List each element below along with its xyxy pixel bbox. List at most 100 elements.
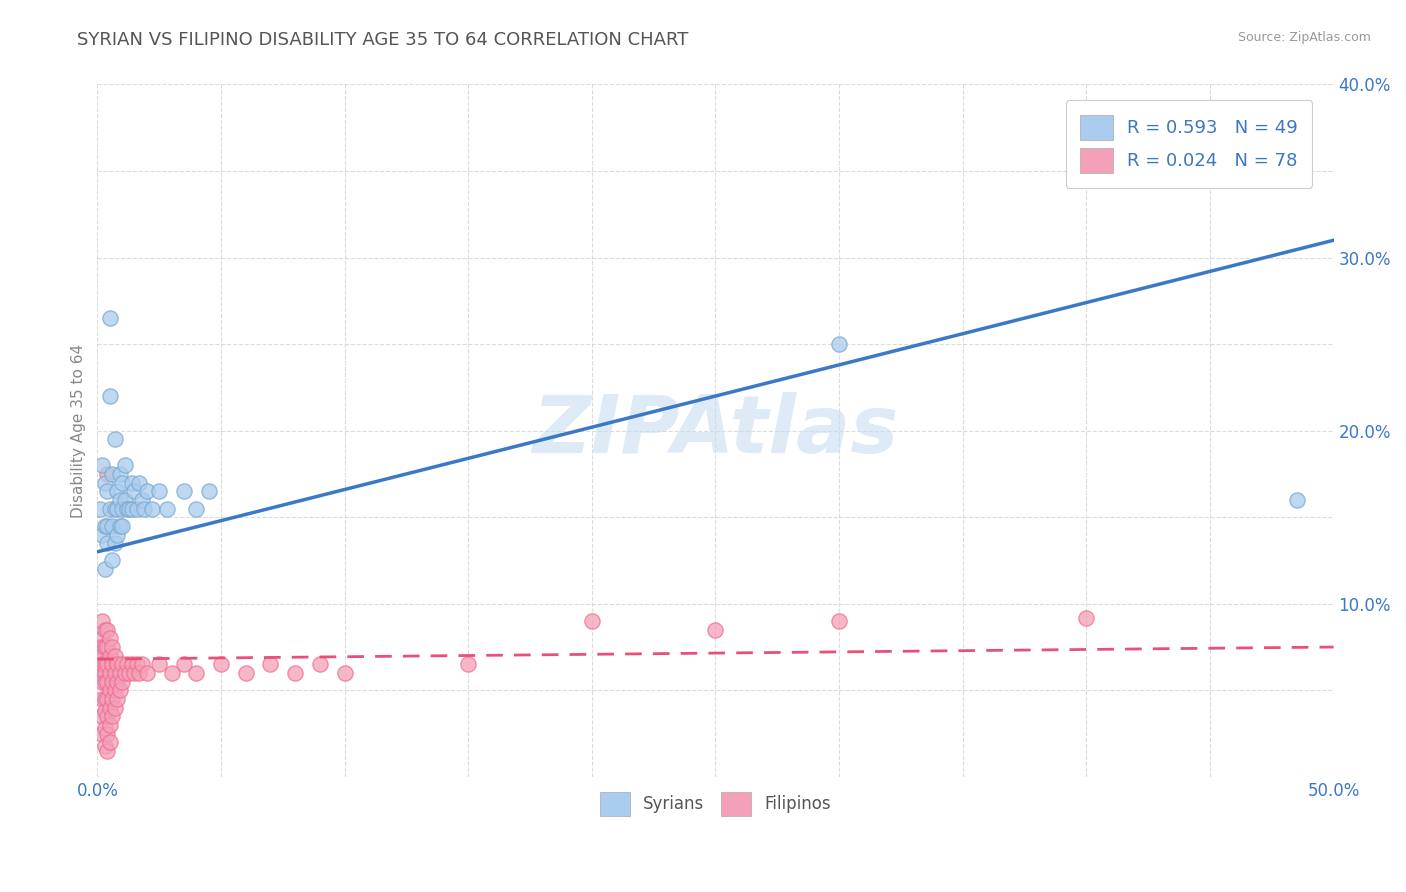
Point — [101, 519, 124, 533]
Point — [91, 527, 114, 541]
Point — [96, 519, 118, 533]
Point — [284, 665, 307, 680]
Point — [259, 657, 281, 672]
Point — [98, 735, 121, 749]
Point — [98, 700, 121, 714]
Point — [105, 692, 128, 706]
Point — [828, 337, 851, 351]
Point — [94, 692, 117, 706]
Point — [309, 657, 332, 672]
Text: Source: ZipAtlas.com: Source: ZipAtlas.com — [1237, 31, 1371, 45]
Point — [96, 657, 118, 672]
Point — [1076, 610, 1098, 624]
Point — [131, 492, 153, 507]
Point — [94, 674, 117, 689]
Point — [173, 657, 195, 672]
Point — [141, 501, 163, 516]
Point — [91, 632, 114, 646]
Point — [121, 501, 143, 516]
Point — [89, 657, 111, 672]
Point — [96, 709, 118, 723]
Point — [96, 726, 118, 740]
Point — [98, 632, 121, 646]
Point — [105, 657, 128, 672]
Point — [108, 683, 131, 698]
Point — [704, 623, 727, 637]
Point — [96, 674, 118, 689]
Point — [108, 519, 131, 533]
Point — [91, 458, 114, 473]
Point — [160, 665, 183, 680]
Point — [94, 623, 117, 637]
Point — [111, 501, 134, 516]
Point — [91, 692, 114, 706]
Point — [94, 704, 117, 718]
Point — [96, 640, 118, 654]
Point — [457, 657, 479, 672]
Point — [104, 700, 127, 714]
Point — [115, 657, 138, 672]
Point — [111, 519, 134, 533]
Point — [118, 665, 141, 680]
Point — [111, 475, 134, 490]
Point — [101, 657, 124, 672]
Point — [125, 657, 148, 672]
Point — [96, 692, 118, 706]
Point — [96, 467, 118, 481]
Point — [101, 709, 124, 723]
Point — [111, 674, 134, 689]
Point — [134, 501, 156, 516]
Point — [104, 501, 127, 516]
Point — [581, 614, 603, 628]
Point — [89, 501, 111, 516]
Point — [148, 484, 170, 499]
Point — [114, 665, 136, 680]
Point — [89, 665, 111, 680]
Point — [91, 657, 114, 672]
Point — [828, 614, 851, 628]
Legend: Syrians, Filipinos: Syrians, Filipinos — [592, 784, 839, 824]
Point — [94, 739, 117, 753]
Point — [98, 683, 121, 698]
Point — [94, 475, 117, 490]
Point — [124, 484, 146, 499]
Point — [98, 389, 121, 403]
Point — [94, 562, 117, 576]
Point — [209, 657, 232, 672]
Point — [148, 657, 170, 672]
Point — [125, 501, 148, 516]
Point — [98, 648, 121, 663]
Point — [128, 475, 150, 490]
Point — [118, 501, 141, 516]
Y-axis label: Disability Age 35 to 64: Disability Age 35 to 64 — [72, 343, 86, 517]
Point — [108, 467, 131, 481]
Point — [96, 744, 118, 758]
Point — [1285, 492, 1308, 507]
Point — [128, 665, 150, 680]
Point — [89, 640, 111, 654]
Point — [121, 475, 143, 490]
Point — [98, 501, 121, 516]
Point — [105, 674, 128, 689]
Point — [108, 665, 131, 680]
Point — [104, 432, 127, 446]
Point — [111, 657, 134, 672]
Point — [186, 665, 208, 680]
Point — [104, 683, 127, 698]
Point — [101, 674, 124, 689]
Point — [104, 648, 127, 663]
Point — [115, 501, 138, 516]
Text: ZIPAtlas: ZIPAtlas — [533, 392, 898, 470]
Point — [197, 484, 219, 499]
Point — [96, 484, 118, 499]
Point — [121, 657, 143, 672]
Point — [1199, 155, 1222, 169]
Point — [94, 722, 117, 736]
Point — [96, 623, 118, 637]
Point — [124, 665, 146, 680]
Point — [98, 718, 121, 732]
Point — [105, 501, 128, 516]
Point — [235, 665, 257, 680]
Point — [135, 484, 157, 499]
Point — [94, 519, 117, 533]
